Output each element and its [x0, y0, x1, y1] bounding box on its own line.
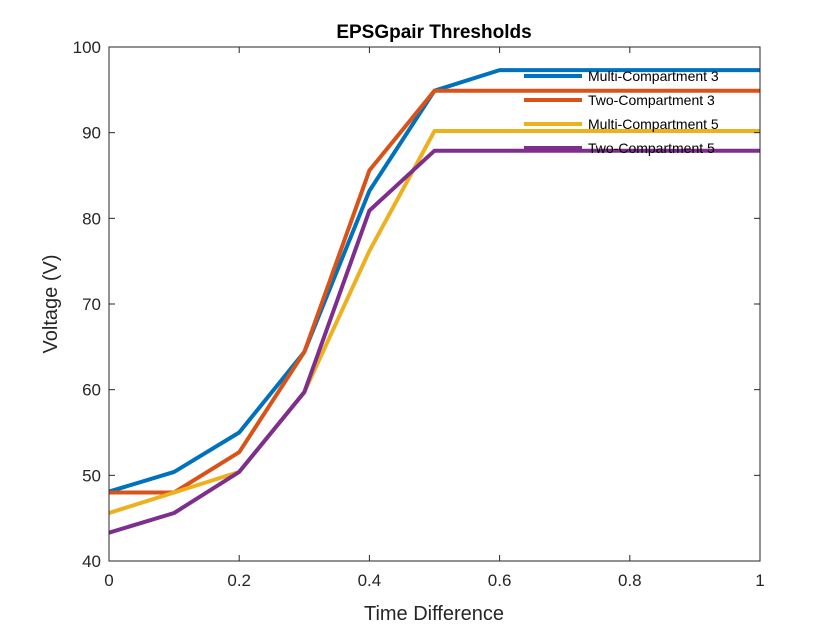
y-tick-label: 90: [82, 124, 101, 143]
legend-label: Two-Compartment 3: [588, 92, 715, 108]
x-tick-label: 0.8: [618, 571, 642, 590]
series-line-3: [108, 129, 760, 515]
y-tick-label: 50: [82, 466, 101, 485]
x-tick-label: 0.6: [488, 571, 512, 590]
series-layer: [108, 68, 760, 535]
legend: Multi-Compartment 3 Two-Compartment 3 Mult…: [524, 68, 719, 156]
axes-layer: 0 0.2 0.4 0.6 0.8 1 40 50 60 70 80 90 100: [73, 38, 765, 590]
y-axis-label: Voltage (V): [40, 255, 62, 354]
x-tick-label: 0: [104, 571, 113, 590]
y-tick-label: 80: [82, 209, 101, 228]
chart-title: EPSGpair Thresholds: [336, 22, 531, 43]
y-tick-label: 40: [82, 552, 101, 571]
y-tick-label: 100: [73, 38, 101, 57]
x-tick-label: 1: [755, 571, 764, 590]
y-tick-label: 60: [82, 381, 101, 400]
series-line-4: [108, 148, 760, 535]
legend-label: Multi-Compartment 5: [588, 116, 719, 132]
x-tick-label: 0.4: [358, 571, 382, 590]
legend-label: Two-Compartment 5: [588, 140, 715, 156]
series-line-2: [109, 88, 760, 495]
x-axis-label: Time Difference: [364, 603, 504, 625]
x-tick-label: 0.2: [227, 571, 251, 590]
legend-label: Multi-Compartment 3: [588, 68, 719, 84]
y-tick-label: 70: [82, 295, 101, 314]
